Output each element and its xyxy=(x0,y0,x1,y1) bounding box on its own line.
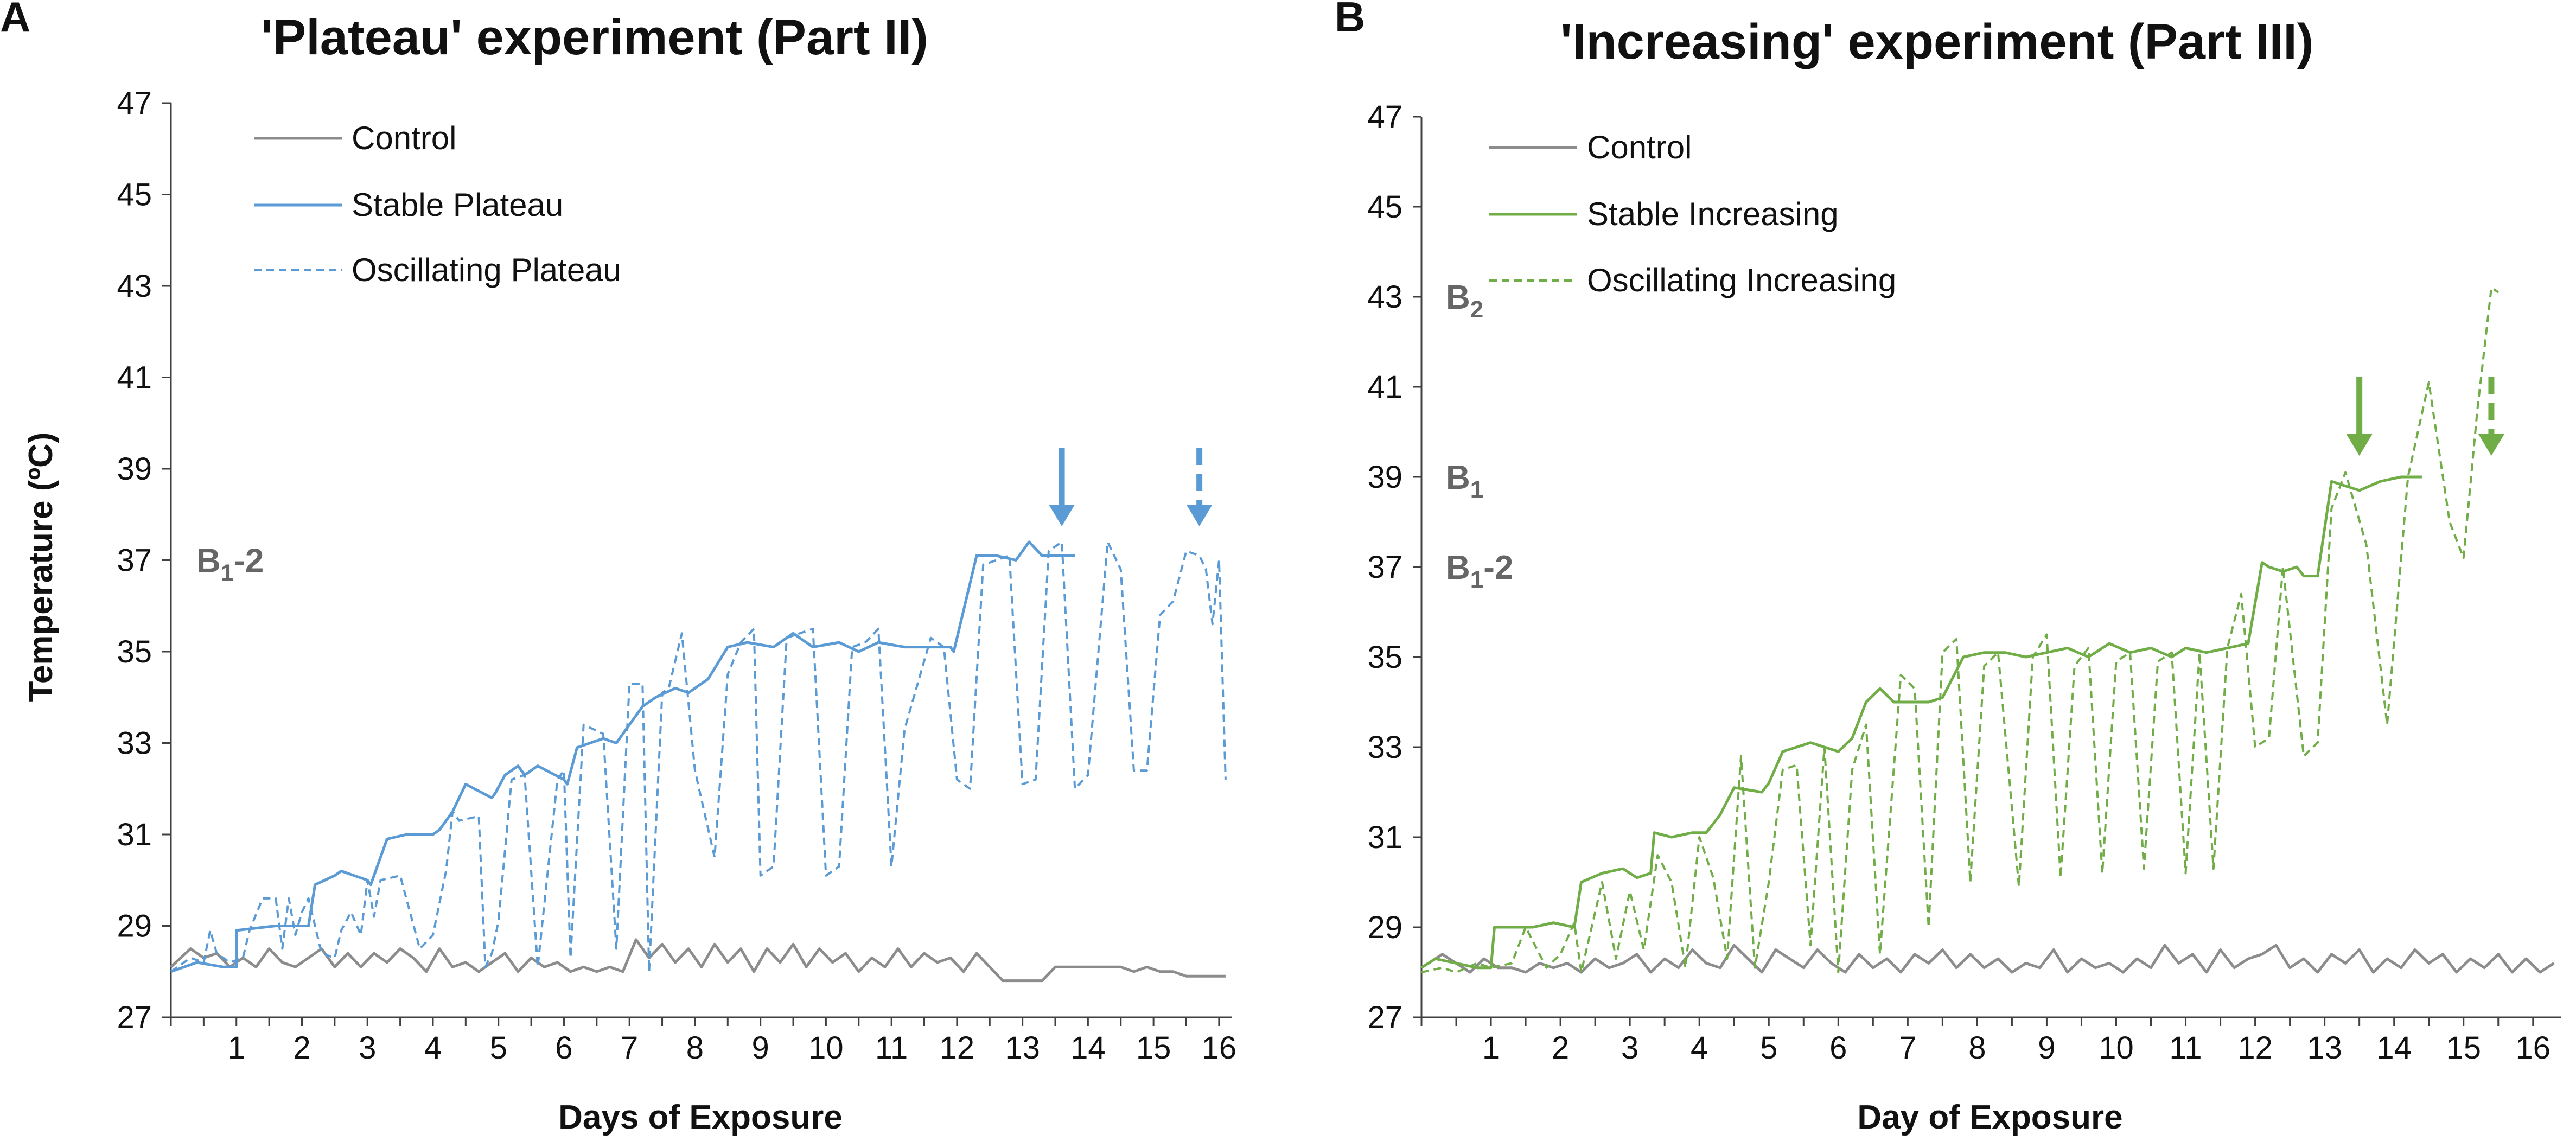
legend-label: Oscillating Increasing xyxy=(1587,262,1896,298)
x-tick-label: 6 xyxy=(1829,1030,1847,1066)
arrow-head-dashed xyxy=(2478,434,2504,456)
series-line-stable-increasing xyxy=(1420,475,2422,970)
y-tick-label: 45 xyxy=(1367,189,1402,225)
legend-label: Stable Plateau xyxy=(352,187,563,223)
x-tick-label: 1 xyxy=(228,1030,245,1066)
x-tick-label: 14 xyxy=(2376,1030,2412,1066)
y-tick-label: 27 xyxy=(1367,1000,1402,1035)
y-tick-label: 29 xyxy=(1367,910,1402,945)
y-tick-label: 41 xyxy=(117,360,152,396)
y-tick-label: 35 xyxy=(117,634,152,670)
panel-a-letter: A xyxy=(0,0,30,41)
y-tick-label: 47 xyxy=(1367,99,1402,135)
x-tick-label: 6 xyxy=(555,1030,572,1066)
y-tick-label: 39 xyxy=(117,451,152,487)
x-tick-label: 8 xyxy=(686,1030,704,1066)
y-tick-label: 35 xyxy=(1367,640,1402,675)
x-tick-label: 3 xyxy=(1621,1030,1638,1066)
x-tick-label: 15 xyxy=(1136,1030,1171,1066)
y-tick-label: 45 xyxy=(117,177,152,213)
series-line-oscillating-plateau xyxy=(170,540,1227,973)
panel-b-x-axis-label: Day of Exposure xyxy=(1857,1099,2122,1136)
x-tick-label: 8 xyxy=(1968,1030,1986,1066)
behavior-annotation: B1-2 xyxy=(1446,549,1513,593)
series-line-oscillating-increasing xyxy=(1421,286,2499,973)
x-tick-label: 16 xyxy=(1202,1030,1237,1066)
x-tick-label: 1 xyxy=(1482,1030,1500,1066)
y-tick-label: 43 xyxy=(117,269,152,304)
x-tick-label: 9 xyxy=(752,1030,769,1066)
x-tick-label: 11 xyxy=(2169,1030,2202,1066)
legend-label: Oscillating Plateau xyxy=(352,252,621,288)
arrow-head-solid xyxy=(1049,505,1075,526)
x-tick-label: 12 xyxy=(940,1030,975,1066)
y-tick-label: 27 xyxy=(117,1000,152,1035)
x-tick-label: 10 xyxy=(2099,1030,2134,1066)
y-tick-label: 31 xyxy=(1367,820,1402,855)
x-tick-label: 12 xyxy=(2237,1030,2273,1066)
x-tick-label: 14 xyxy=(1070,1030,1106,1066)
x-tick-label: 7 xyxy=(1899,1030,1916,1066)
x-tick-label: 5 xyxy=(490,1030,507,1066)
legend-label: Control xyxy=(352,120,456,156)
behavior-annotation: B2 xyxy=(1446,279,1483,323)
x-tick-label: 5 xyxy=(1760,1030,1777,1066)
behavior-annotation: B1 xyxy=(1446,459,1483,503)
x-tick-label: 16 xyxy=(2516,1030,2551,1066)
y-tick-label: 47 xyxy=(117,86,152,121)
x-tick-label: 7 xyxy=(621,1030,638,1066)
x-tick-label: 4 xyxy=(424,1030,442,1066)
x-tick-label: 11 xyxy=(875,1030,908,1066)
series-line-stable-plateau xyxy=(170,540,1075,973)
y-tick-label: 33 xyxy=(117,726,152,761)
y-tick-label: 29 xyxy=(117,909,152,944)
panel-b-letter: B xyxy=(1335,0,1365,41)
y-tick-label: 37 xyxy=(117,543,152,578)
series-line-control xyxy=(170,938,1226,983)
x-tick-label: 9 xyxy=(2038,1030,2055,1066)
x-tick-label: 10 xyxy=(808,1030,844,1066)
x-tick-label: 4 xyxy=(1691,1030,1708,1066)
y-tick-label: 31 xyxy=(117,817,152,852)
x-tick-label: 3 xyxy=(359,1030,376,1066)
x-tick-label: 13 xyxy=(1005,1030,1040,1066)
panel-a-x-axis-label: Days of Exposure xyxy=(558,1099,843,1136)
y-tick-label: 33 xyxy=(1367,730,1402,765)
arrow-head-dashed xyxy=(1186,505,1213,526)
panel-b-title: 'Increasing' experiment (Part III) xyxy=(1560,14,2313,69)
panel-a-y-axis-label: Temperature (ºC) xyxy=(22,432,60,702)
behavior-annotation: B1-2 xyxy=(196,543,264,587)
x-tick-label: 15 xyxy=(2446,1030,2481,1066)
x-tick-label: 13 xyxy=(2307,1030,2342,1066)
panel-a-title: 'Plateau' experiment (Part II) xyxy=(261,10,928,65)
series-line-control xyxy=(1420,944,2555,974)
arrow-head-solid xyxy=(2346,434,2373,456)
y-tick-label: 39 xyxy=(1367,460,1402,495)
legend-label: Control xyxy=(1587,129,1692,165)
x-tick-label: 2 xyxy=(293,1030,310,1066)
y-tick-label: 41 xyxy=(1367,369,1402,405)
y-tick-label: 43 xyxy=(1367,279,1402,315)
legend-label: Stable Increasing xyxy=(1587,196,1839,232)
y-tick-label: 37 xyxy=(1367,550,1402,585)
x-tick-label: 2 xyxy=(1552,1030,1569,1066)
